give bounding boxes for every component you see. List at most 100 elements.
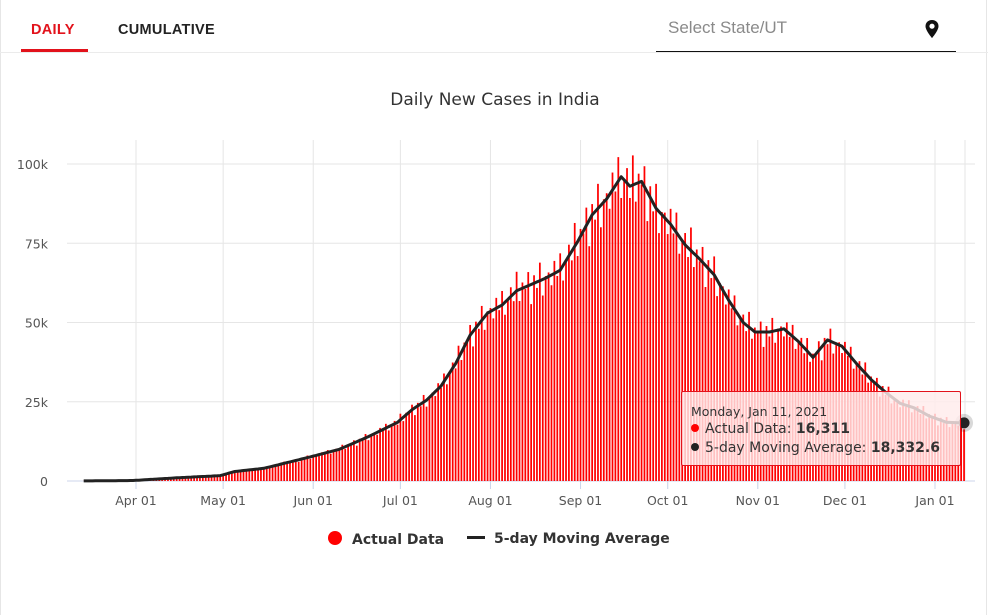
actual-data-bar — [681, 240, 684, 481]
actual-data-bar — [358, 438, 361, 481]
actual-data-bar — [559, 253, 562, 481]
tooltip-actual-row: Actual Data: 16,311 — [691, 421, 850, 437]
x-tick-label: Jun 01 — [293, 493, 333, 508]
actual-data-bar — [486, 311, 489, 481]
actual-data-bar — [219, 475, 222, 481]
actual-data-bar — [190, 476, 193, 481]
actual-data-bar — [373, 432, 376, 481]
actual-data-bar — [353, 440, 355, 481]
actual-data-bar — [315, 454, 318, 481]
actual-data-bar — [690, 227, 692, 481]
actual-data-bar — [222, 475, 225, 481]
legend-item-moving-average[interactable]: 5-day Moving Average — [467, 531, 670, 547]
ma-dot-icon — [691, 443, 699, 451]
actual-data-bar — [344, 448, 347, 481]
actual-data-bar — [483, 329, 486, 481]
actual-data-bar — [402, 421, 405, 481]
actual-data-bar — [437, 383, 440, 481]
actual-data-bar — [265, 467, 268, 481]
actual-data-bar — [568, 244, 570, 481]
map-pin-icon — [925, 20, 939, 38]
y-axis-ticks: 0 25k 50k 75k 100k — [17, 157, 49, 489]
actual-data-bar — [321, 452, 323, 481]
actual-data-bar — [292, 461, 294, 481]
actual-data-bar — [495, 297, 498, 481]
actual-data-bar — [326, 450, 329, 481]
active-tab-indicator — [21, 49, 88, 52]
actual-data-bar — [411, 404, 413, 481]
actual-data-bar — [698, 261, 701, 481]
actual-data-bar — [460, 360, 463, 481]
actual-data-bar — [527, 272, 530, 481]
tooltip-ma-row: 5-day Moving Average: 18,332.6 — [691, 440, 940, 456]
actual-data-bar — [454, 368, 457, 481]
actual-data-bar — [405, 412, 408, 481]
actual-data-bar — [480, 305, 483, 481]
x-axis-ticks: Apr 01 May 01 Jun 01 Jul 01 Aug 01 Sep 01 Oct … — [115, 493, 954, 508]
actual-data-bar — [716, 296, 718, 481]
actual-data-bar — [309, 458, 312, 481]
actual-data-bar — [280, 464, 283, 481]
actual-data-bar — [570, 260, 573, 481]
actual-data-bar — [695, 249, 698, 481]
actual-data-bar — [257, 468, 259, 481]
tooltip-ma-label: 5-day Moving Average: — [705, 440, 871, 456]
actual-data-bar — [303, 459, 306, 481]
actual-data-bar — [451, 362, 454, 481]
actual-data-bar — [283, 461, 286, 481]
actual-data-bar — [268, 465, 271, 481]
actual-data-bar — [588, 246, 591, 481]
actual-data-bar — [533, 275, 535, 481]
actual-data-bar — [274, 465, 277, 481]
actual-data-bar — [201, 476, 204, 481]
actual-data-bar — [507, 299, 509, 481]
tab-cumulative[interactable]: CUMULATIVE — [118, 22, 215, 38]
actual-data-bar — [536, 287, 538, 481]
actual-data-bar — [663, 212, 666, 481]
moving-average-line — [83, 175, 965, 483]
actual-data-bar — [637, 173, 640, 481]
actual-data-bar — [501, 290, 503, 481]
actual-data-bar — [620, 197, 623, 481]
actual-data-bar — [382, 430, 384, 481]
actual-data-bar — [669, 208, 672, 482]
actual-data-bar — [544, 276, 547, 481]
actual-data-bar — [463, 342, 466, 481]
actual-data-bar — [477, 328, 480, 481]
actual-data-bar — [225, 473, 227, 481]
actual-data-bar — [649, 186, 652, 481]
tab-daily[interactable]: DAILY — [31, 22, 75, 38]
x-tick-label: Apr 01 — [115, 493, 157, 508]
actual-data-bar — [233, 471, 236, 481]
actual-data-bar — [414, 415, 416, 481]
actual-data-bar — [472, 346, 474, 481]
actual-data-bar — [661, 212, 663, 482]
actual-data-bar — [658, 233, 660, 481]
chart-tooltip: Monday, Jan 11, 2021 Actual Data: 16,311… — [681, 391, 961, 466]
legend-item-actual[interactable]: Actual Data — [328, 531, 444, 548]
actual-data-bar — [289, 461, 291, 481]
actual-data-bar — [350, 444, 352, 481]
actual-data-bar — [591, 204, 594, 482]
actual-data-bar — [379, 427, 381, 481]
actual-data-bar — [262, 467, 265, 481]
actual-data-bar — [538, 262, 541, 481]
actual-data-bar — [710, 278, 713, 481]
actual-data-bar — [440, 387, 442, 481]
actual-data-bar — [509, 287, 512, 481]
line-marker-icon — [467, 536, 485, 539]
actual-data-bar — [175, 477, 178, 481]
actual-data-bar — [196, 476, 198, 481]
actual-data-bar — [408, 412, 410, 481]
actual-data-bar — [207, 476, 210, 481]
actual-data-bar — [553, 260, 556, 481]
x-tick-label: May 01 — [200, 493, 246, 508]
actual-data-bar — [236, 470, 239, 481]
actual-data-bar — [504, 314, 506, 481]
actual-data-bar — [498, 310, 501, 481]
actual-data-bar — [550, 285, 553, 481]
actual-data-bar — [687, 257, 689, 481]
actual-data-bar — [312, 455, 315, 481]
actual-data-bar — [466, 342, 469, 481]
state-selector[interactable]: Select State/UT — [656, 6, 956, 52]
